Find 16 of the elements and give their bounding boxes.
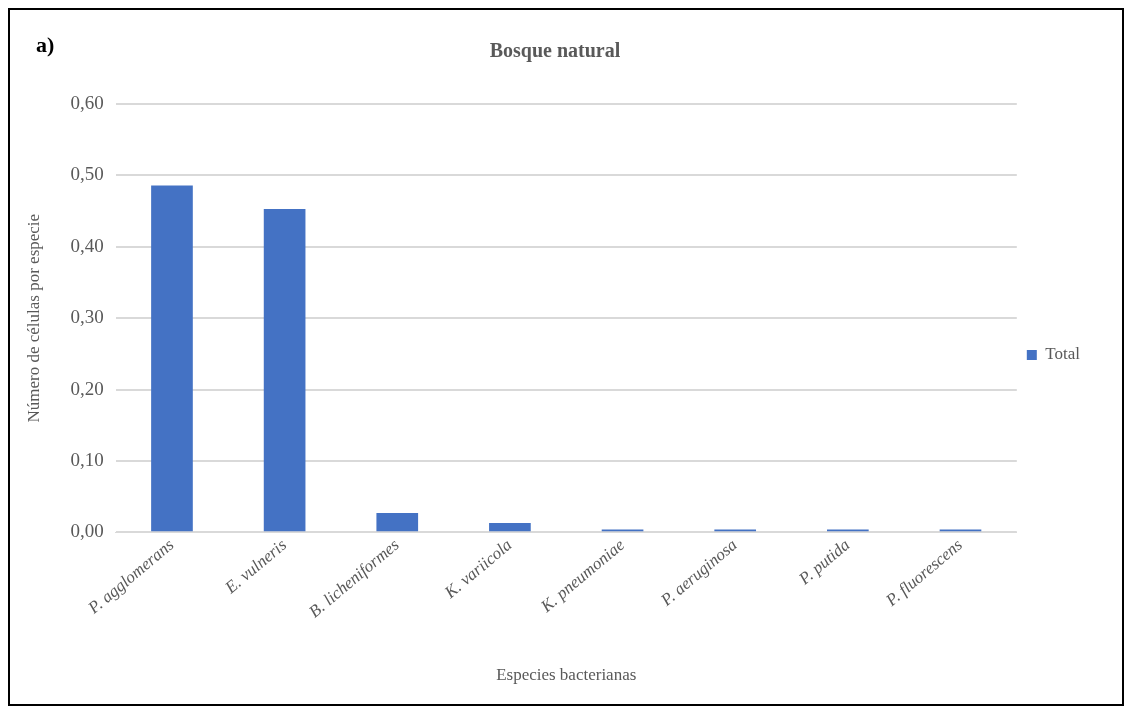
- y-tick-label: 0,10: [70, 448, 104, 470]
- y-tick-label: 0,40: [70, 234, 104, 256]
- x-axis-title: Especies bacterianas: [496, 665, 637, 685]
- y-axis-title: Número de células por especie: [23, 213, 43, 423]
- legend-label: Total: [1045, 344, 1081, 364]
- y-tick-label: 0,30: [70, 306, 104, 328]
- y-tick-label: 0,00: [70, 520, 104, 542]
- y-tick-label: 0,60: [70, 91, 104, 113]
- bar: [151, 185, 193, 532]
- y-tick-label: 0,50: [70, 163, 104, 185]
- text: a): [36, 32, 55, 58]
- y-tick-label: 0,20: [70, 377, 104, 399]
- bar: [489, 523, 531, 532]
- chart-title: Bosque natural: [489, 39, 621, 63]
- bar: [263, 208, 306, 532]
- bar: [376, 513, 419, 532]
